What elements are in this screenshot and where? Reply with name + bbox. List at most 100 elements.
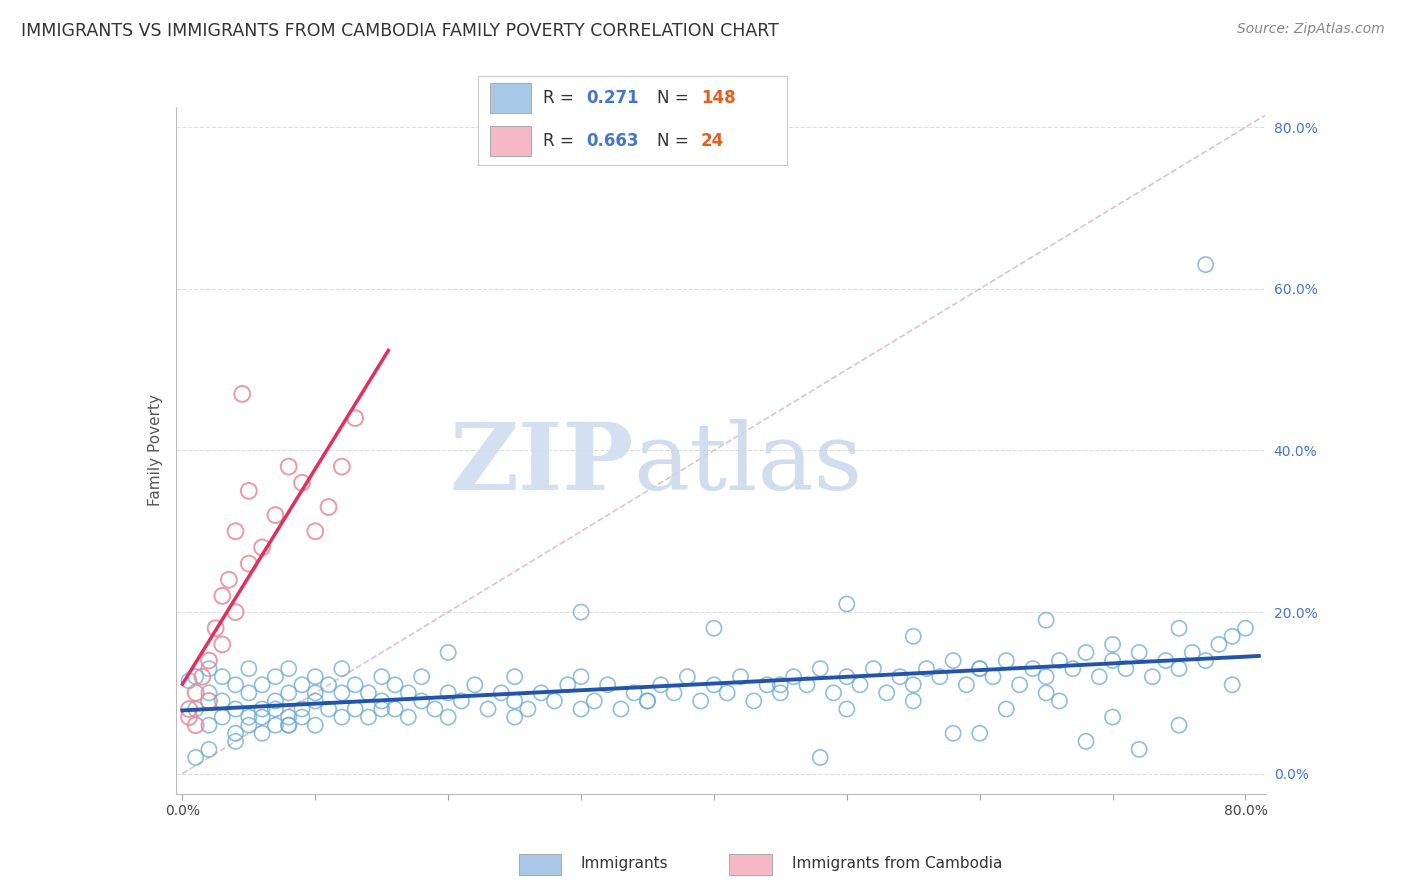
Point xyxy=(1128,645,1150,659)
Point xyxy=(1049,694,1071,708)
Point xyxy=(250,541,273,555)
Point xyxy=(318,678,340,692)
Point xyxy=(1101,637,1123,651)
Point xyxy=(225,702,247,716)
Point xyxy=(184,718,207,732)
Point xyxy=(370,702,392,716)
Point xyxy=(835,670,858,684)
Point xyxy=(198,742,221,756)
Point xyxy=(503,670,526,684)
Point xyxy=(1194,654,1216,668)
Text: atlas: atlas xyxy=(633,419,863,509)
Text: Immigrants: Immigrants xyxy=(581,856,668,871)
Point xyxy=(835,702,858,716)
Point xyxy=(1220,678,1243,692)
Point xyxy=(530,686,553,700)
Point xyxy=(769,686,792,700)
Point xyxy=(1168,621,1191,635)
Point xyxy=(835,597,858,611)
Point xyxy=(862,662,884,676)
Point xyxy=(876,686,898,700)
Point xyxy=(250,678,273,692)
Point xyxy=(849,678,872,692)
Point xyxy=(277,718,299,732)
Point xyxy=(344,678,367,692)
Point xyxy=(198,686,221,700)
Point xyxy=(903,694,925,708)
Point xyxy=(238,718,260,732)
Point xyxy=(689,694,711,708)
Point xyxy=(437,645,460,659)
Point xyxy=(1142,670,1164,684)
Point xyxy=(291,475,314,490)
Point xyxy=(250,726,273,740)
Point xyxy=(238,557,260,571)
Point xyxy=(250,710,273,724)
Point xyxy=(238,686,260,700)
Point xyxy=(610,702,633,716)
Point xyxy=(277,686,299,700)
Point xyxy=(291,710,314,724)
Point xyxy=(623,686,645,700)
Point xyxy=(330,710,353,724)
Point xyxy=(357,710,380,724)
Point xyxy=(491,686,513,700)
Point xyxy=(995,702,1018,716)
FancyBboxPatch shape xyxy=(491,83,530,113)
Point xyxy=(437,686,460,700)
Point xyxy=(264,718,287,732)
Point xyxy=(543,694,565,708)
Point xyxy=(981,670,1004,684)
Point xyxy=(903,678,925,692)
Point xyxy=(384,702,406,716)
Point xyxy=(756,678,779,692)
Point xyxy=(1062,662,1084,676)
Point xyxy=(1168,718,1191,732)
Point xyxy=(277,718,299,732)
Point xyxy=(264,670,287,684)
Point xyxy=(730,670,752,684)
Point xyxy=(915,662,938,676)
Point xyxy=(198,662,221,676)
Point xyxy=(218,573,240,587)
Point xyxy=(637,694,659,708)
Point xyxy=(211,694,233,708)
Point xyxy=(330,459,353,474)
Text: N =: N = xyxy=(658,89,689,107)
Point xyxy=(191,670,214,684)
Point xyxy=(277,459,299,474)
Point xyxy=(1074,645,1097,659)
Point xyxy=(277,662,299,676)
Point xyxy=(396,686,419,700)
Point xyxy=(264,702,287,716)
Point xyxy=(969,662,991,676)
Point xyxy=(250,702,273,716)
Point xyxy=(557,678,579,692)
Point xyxy=(650,678,672,692)
Point xyxy=(304,524,326,539)
Point xyxy=(1101,654,1123,668)
Point xyxy=(411,670,433,684)
Point xyxy=(344,702,367,716)
Text: 0.271: 0.271 xyxy=(586,89,638,107)
Point xyxy=(596,678,619,692)
Point xyxy=(769,678,792,692)
Point xyxy=(716,686,738,700)
Point xyxy=(291,702,314,716)
Point xyxy=(238,662,260,676)
Point xyxy=(955,678,977,692)
Point xyxy=(396,710,419,724)
Point xyxy=(464,678,486,692)
Point xyxy=(184,686,207,700)
Point xyxy=(177,702,200,716)
Point xyxy=(569,605,592,619)
Point xyxy=(1154,654,1177,668)
Point xyxy=(703,678,725,692)
Point xyxy=(318,702,340,716)
Point xyxy=(198,718,221,732)
Point xyxy=(304,718,326,732)
Point xyxy=(450,694,472,708)
Point xyxy=(823,686,845,700)
Point xyxy=(942,654,965,668)
Point xyxy=(304,670,326,684)
